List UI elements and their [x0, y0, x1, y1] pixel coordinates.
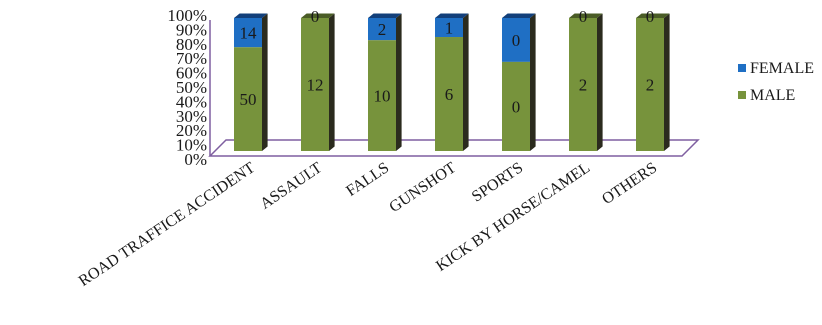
x-category-label: ASSAULT — [257, 159, 325, 213]
data-label-male: 2 — [579, 76, 588, 95]
legend-swatch-female — [738, 64, 746, 72]
bar-side — [262, 13, 268, 151]
bar-top — [368, 13, 402, 18]
bar-segment-female — [502, 18, 530, 62]
bar-side — [463, 13, 469, 151]
data-label-female: 0 — [579, 7, 588, 26]
bar-segment-female — [234, 18, 262, 48]
y-tick-label: 90% — [176, 20, 207, 39]
y-tick-label: 30% — [176, 107, 207, 126]
bar-side — [664, 13, 670, 151]
data-label-male: 6 — [445, 85, 454, 104]
x-category-label: GUNSHOT — [386, 159, 459, 216]
legend-label-male: MALE — [750, 87, 795, 104]
y-tick-label: 70% — [176, 49, 207, 68]
y-tick-label: 60% — [176, 64, 207, 83]
x-category-label: OTHERS — [599, 159, 660, 208]
data-label-male: 0 — [512, 97, 521, 116]
bar-side — [329, 13, 335, 151]
data-label-female: 1 — [445, 19, 454, 38]
data-label-male: 10 — [374, 87, 391, 106]
data-label-male: 12 — [307, 76, 324, 95]
bar-segment-male — [636, 18, 664, 151]
bar-top — [301, 13, 335, 18]
bar-segment-male — [502, 61, 530, 151]
bar-top — [636, 13, 670, 18]
legend-label-female: FEMALE — [750, 60, 814, 77]
x-category-label: ROAD TRAFFICE ACCIDENT — [76, 159, 259, 290]
bar-top — [435, 13, 469, 18]
data-label-female: 0 — [512, 31, 521, 50]
y-tick-label: 100% — [167, 6, 207, 25]
bar-side — [396, 13, 402, 151]
x-category-label: FALLS — [343, 159, 392, 200]
bar-top — [502, 13, 536, 18]
bar-segment-male — [368, 40, 396, 151]
data-label-male: 2 — [646, 76, 655, 95]
data-label-male: 50 — [240, 90, 257, 109]
bar-segment-female — [435, 18, 463, 38]
bar-segment-male — [435, 37, 463, 152]
data-label-female: 0 — [646, 7, 655, 26]
y-tick-label: 40% — [176, 92, 207, 111]
data-label-female: 2 — [378, 20, 387, 39]
bar-top — [569, 13, 603, 18]
bar-segment-male — [301, 18, 329, 151]
y-tick-label: 80% — [176, 35, 207, 54]
chart-floor — [208, 139, 700, 157]
bar-segment-female — [368, 18, 396, 41]
y-tick-label: 0% — [184, 150, 207, 169]
legend-swatch-male — [738, 91, 746, 99]
data-label-female: 0 — [311, 7, 320, 26]
bar-side — [597, 13, 603, 151]
y-tick-label: 10% — [176, 136, 207, 155]
y-tick-label: 20% — [176, 121, 207, 140]
data-label-female: 14 — [240, 24, 258, 43]
y-tick-label: 50% — [176, 78, 207, 97]
x-category-label: SPORTS — [469, 159, 526, 205]
bar-segment-male — [569, 18, 597, 151]
bar-side — [530, 13, 536, 151]
bar-top — [234, 13, 268, 18]
bar-segment-male — [234, 47, 262, 152]
